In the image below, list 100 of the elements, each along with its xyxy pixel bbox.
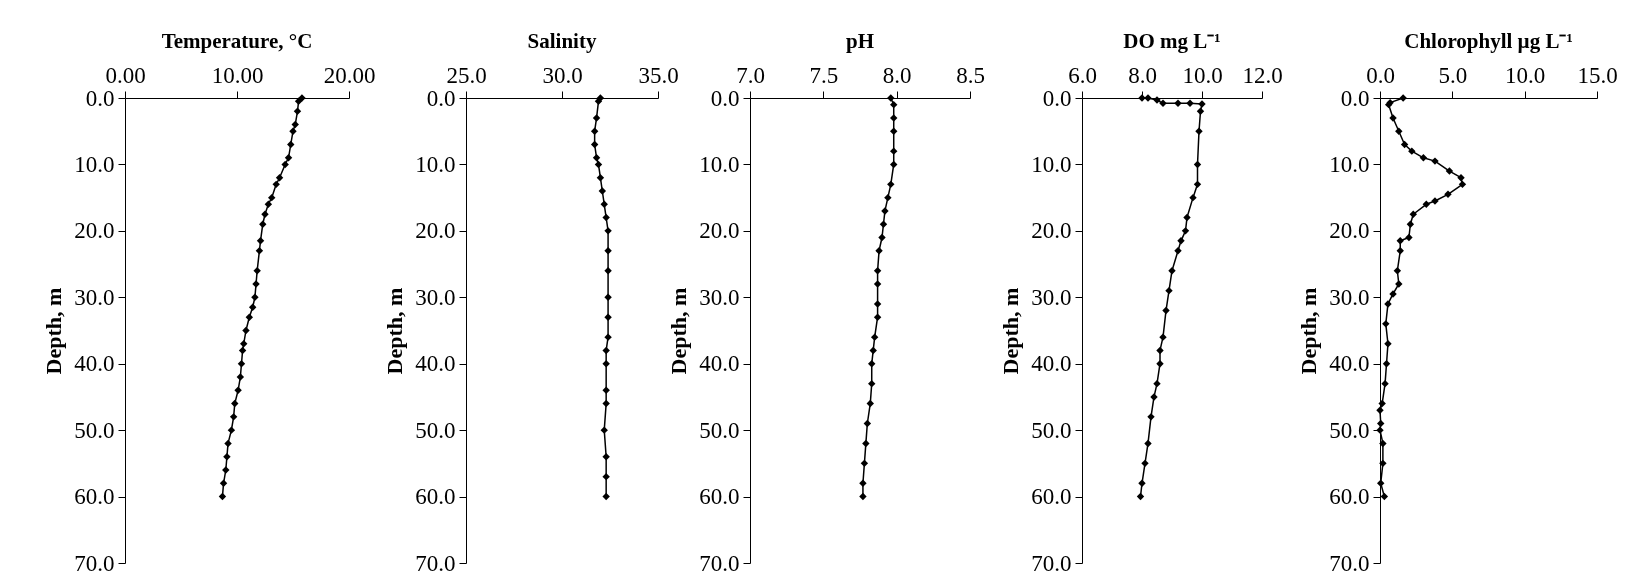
chart-title: DO mg L⁻¹ bbox=[1123, 29, 1221, 53]
point bbox=[862, 439, 870, 448]
y-axis-title: Depth, m bbox=[41, 287, 67, 375]
point bbox=[236, 373, 245, 381]
y-axis-title: Depth, m bbox=[1296, 287, 1322, 375]
x-tick-label: 5.0 bbox=[1438, 62, 1468, 88]
point bbox=[253, 267, 261, 275]
point bbox=[1156, 360, 1164, 368]
y-tick-label: 50.0 bbox=[415, 417, 456, 443]
point bbox=[1174, 99, 1182, 108]
point bbox=[596, 174, 605, 182]
y-tick-label: 10.0 bbox=[1329, 151, 1370, 177]
point bbox=[602, 346, 610, 355]
point bbox=[1458, 180, 1467, 189]
point bbox=[592, 114, 601, 122]
point bbox=[879, 220, 888, 228]
x-tick-label: 20.00 bbox=[323, 62, 376, 88]
x-tick-label: 7.0 bbox=[736, 62, 765, 88]
point bbox=[1382, 360, 1391, 368]
point bbox=[863, 419, 872, 428]
point bbox=[268, 193, 276, 202]
point bbox=[590, 127, 599, 135]
point bbox=[237, 360, 246, 368]
point bbox=[873, 280, 882, 288]
point bbox=[1395, 127, 1403, 135]
point bbox=[272, 180, 280, 189]
point bbox=[602, 386, 610, 394]
point bbox=[1377, 479, 1385, 487]
point bbox=[1144, 439, 1152, 448]
point bbox=[868, 379, 876, 388]
point bbox=[1381, 379, 1389, 388]
point bbox=[1400, 140, 1409, 149]
point bbox=[1419, 154, 1428, 162]
y-tick-label: 0.0 bbox=[85, 85, 115, 111]
x-tick-label: 30.0 bbox=[542, 62, 583, 88]
x-tick-label: 8.5 bbox=[956, 62, 985, 88]
chart-title: Chlorophyll µg L⁻¹ bbox=[1404, 29, 1573, 53]
point bbox=[1382, 320, 1390, 328]
y-tick-label: 20.0 bbox=[699, 218, 740, 244]
y-tick-label: 0.0 bbox=[710, 85, 740, 111]
y-tick-label: 50.0 bbox=[1031, 417, 1072, 443]
point bbox=[890, 100, 898, 109]
point bbox=[870, 333, 879, 341]
point bbox=[1422, 200, 1430, 208]
point bbox=[604, 293, 612, 301]
point bbox=[1141, 459, 1149, 468]
y-tick-label: 30.0 bbox=[415, 284, 456, 310]
y-tick-label: 10.0 bbox=[415, 151, 456, 177]
point bbox=[873, 267, 882, 275]
x-tick-label: 0.0 bbox=[1366, 62, 1395, 88]
point bbox=[600, 426, 608, 434]
point bbox=[873, 300, 882, 308]
point bbox=[229, 413, 238, 421]
y-tick-label: 20.0 bbox=[1329, 218, 1370, 244]
y-tick-label: 60.0 bbox=[415, 484, 456, 510]
y-tick-label: 20.0 bbox=[74, 218, 115, 244]
x-tick-label: 25.0 bbox=[446, 62, 487, 88]
point bbox=[259, 220, 267, 228]
point bbox=[1457, 174, 1465, 182]
point bbox=[600, 200, 608, 208]
y-tick-label: 40.0 bbox=[74, 351, 115, 377]
point bbox=[1396, 247, 1404, 255]
point bbox=[1445, 167, 1454, 175]
point bbox=[281, 160, 289, 169]
point bbox=[602, 472, 610, 481]
x-tick-label: 7.5 bbox=[809, 62, 839, 88]
point bbox=[869, 346, 877, 355]
y-tick-label: 70.0 bbox=[415, 550, 456, 573]
point bbox=[240, 340, 248, 348]
y-tick-label: 60.0 bbox=[1329, 484, 1370, 510]
x-tick-label: 0.00 bbox=[105, 62, 146, 88]
point bbox=[884, 193, 892, 202]
y-tick-label: 10.0 bbox=[699, 151, 740, 177]
point bbox=[1186, 99, 1194, 108]
y-tick-label: 40.0 bbox=[1329, 351, 1370, 377]
y-tick-label: 10.0 bbox=[1031, 151, 1072, 177]
x-tick-label: 15.0 bbox=[1577, 62, 1618, 88]
point bbox=[878, 233, 886, 242]
point bbox=[1136, 492, 1145, 501]
point bbox=[604, 247, 612, 255]
point bbox=[1405, 233, 1413, 242]
y-tick-label: 0.0 bbox=[426, 85, 456, 111]
y-tick-label: 60.0 bbox=[74, 484, 115, 510]
point bbox=[1406, 220, 1415, 228]
point bbox=[1159, 99, 1167, 108]
y-tick-label: 30.0 bbox=[1031, 284, 1072, 310]
y-tick-label: 30.0 bbox=[1329, 284, 1370, 310]
point bbox=[1393, 267, 1402, 275]
y-tick-label: 70.0 bbox=[74, 550, 115, 573]
y-tick-label: 70.0 bbox=[1329, 550, 1370, 573]
point bbox=[602, 360, 610, 368]
point bbox=[1193, 180, 1202, 189]
point bbox=[602, 213, 610, 222]
point bbox=[594, 160, 603, 169]
point bbox=[1193, 160, 1202, 169]
x-tick-label: 8.0 bbox=[882, 62, 912, 88]
point bbox=[1162, 306, 1170, 315]
point bbox=[294, 97, 303, 106]
point bbox=[256, 237, 265, 245]
point bbox=[868, 360, 876, 368]
